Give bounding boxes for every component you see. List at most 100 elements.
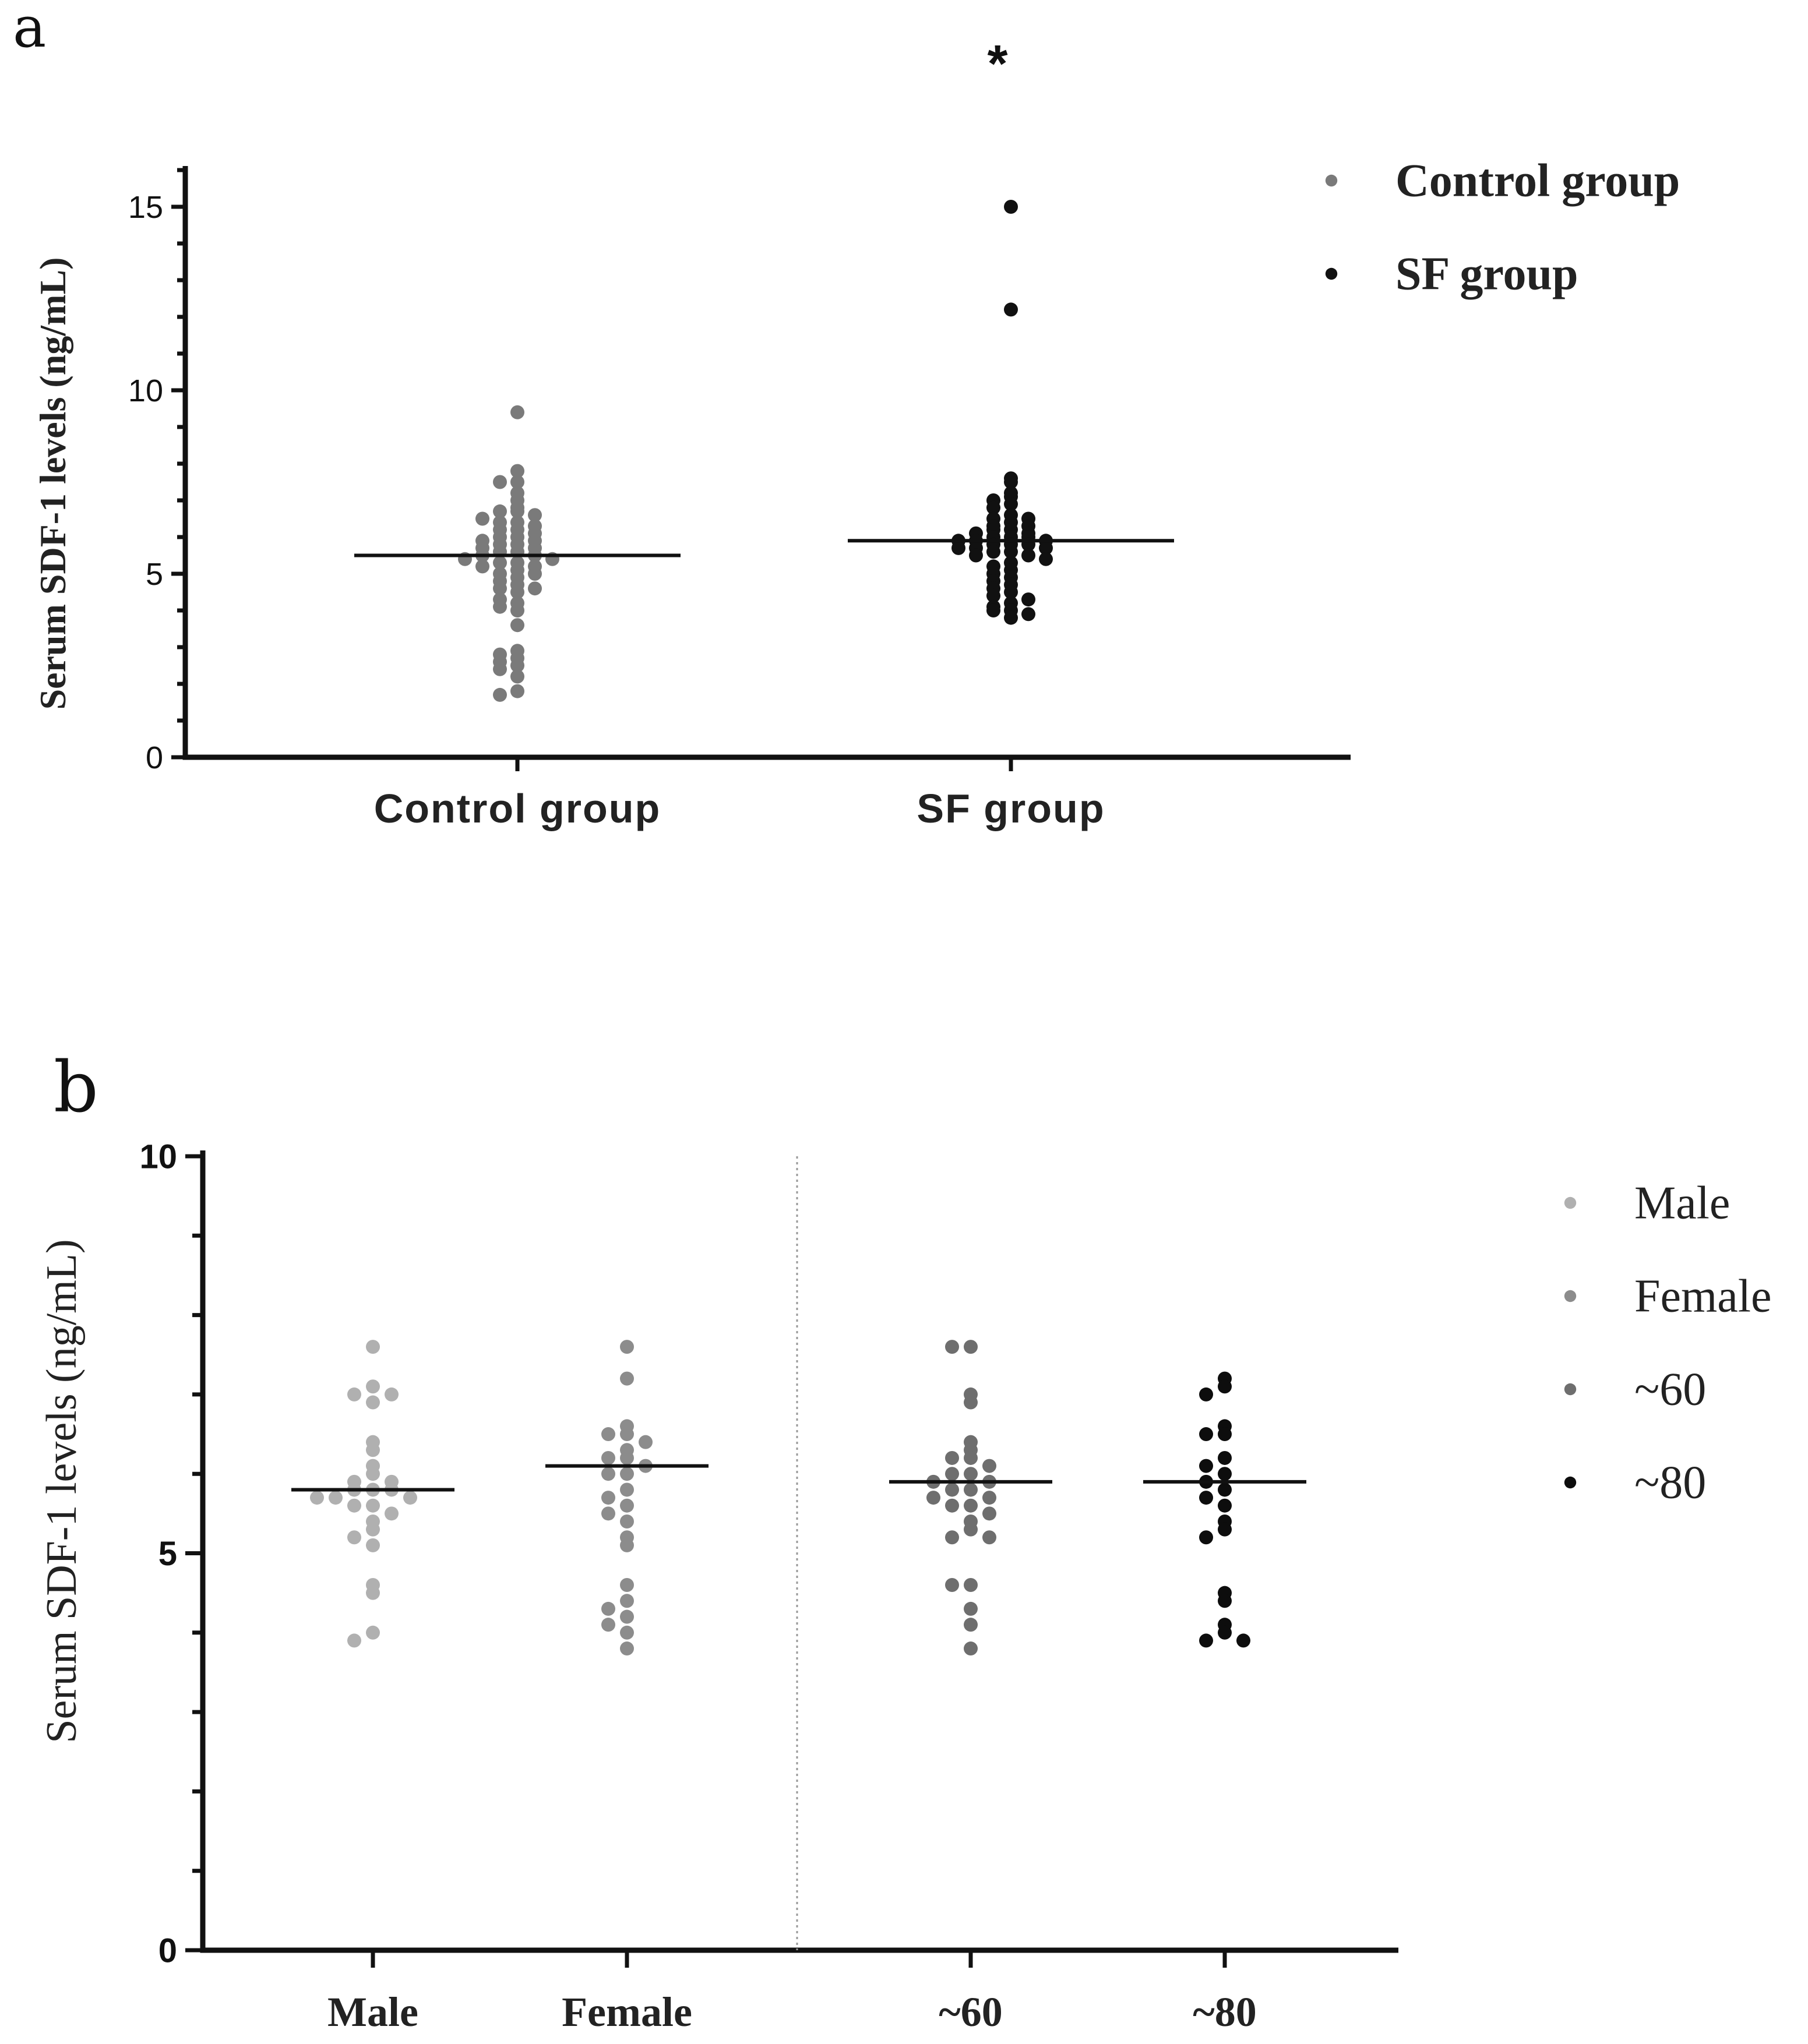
- data-point-age-80: [1218, 1498, 1232, 1513]
- data-point-male: [366, 1467, 380, 1481]
- data-point-female: [620, 1467, 634, 1481]
- legend-label-control-group: Control group: [1395, 155, 1680, 206]
- data-point-age-60: [945, 1578, 959, 1593]
- data-point-control-group: [510, 504, 524, 518]
- data-point-age-60: [945, 1450, 959, 1465]
- data-point-sf-group: [1004, 200, 1018, 214]
- data-point-male: [366, 1625, 380, 1640]
- data-point-sf-group: [1021, 592, 1035, 607]
- data-point-female: [601, 1601, 615, 1616]
- data-point-male: [403, 1491, 417, 1505]
- data-point-male: [347, 1387, 361, 1402]
- x-category-label-age-80: ~80: [1193, 1989, 1256, 2035]
- data-point-sf-group: [1004, 610, 1018, 625]
- panel-a-medians: [354, 539, 1174, 557]
- legend-label-sf-group: SF group: [1395, 248, 1578, 299]
- data-point-age-60: [964, 1578, 978, 1593]
- data-point-control-group: [493, 475, 507, 489]
- panel-b-legend: Male Female ~60 ~80: [1564, 1177, 1771, 1508]
- data-point-age-80: [1218, 1379, 1232, 1394]
- panel-a-y-axis-label: Serum SDF-1 levels (ng/mL): [32, 257, 73, 710]
- data-point-sf-group: [1004, 475, 1018, 489]
- data-point-female: [601, 1618, 615, 1632]
- legend-marker-age-60: [1564, 1383, 1577, 1396]
- data-point-female: [601, 1427, 615, 1442]
- data-point-age-80: [1218, 1467, 1232, 1481]
- panel-b-axes: 0 5 10 Male Female ~60 ~80: [139, 1138, 1398, 2035]
- data-point-control-group: [510, 684, 524, 698]
- data-point-age-60: [964, 1601, 978, 1616]
- legend-marker-female: [1564, 1290, 1577, 1302]
- data-point-male: [366, 1395, 380, 1410]
- data-point-female: [620, 1625, 634, 1640]
- data-point-control-group: [493, 662, 507, 676]
- data-point-sf-group: [986, 500, 1000, 515]
- data-point-age-80: [1218, 1450, 1232, 1465]
- data-point-control-group: [510, 585, 524, 599]
- data-point-age-80: [1199, 1530, 1213, 1545]
- data-point-control-group: [493, 581, 507, 596]
- data-point-age-80: [1218, 1522, 1232, 1537]
- data-point-female: [620, 1482, 634, 1497]
- data-point-control-group: [493, 687, 507, 702]
- y-tick-label: 0: [158, 1932, 177, 1969]
- data-point-age-80: [1218, 1482, 1232, 1497]
- data-point-female: [620, 1498, 634, 1513]
- data-point-female: [620, 1538, 634, 1552]
- data-point-age-80: [1199, 1427, 1213, 1442]
- data-point-age-60: [964, 1498, 978, 1513]
- data-point-age-80: [1218, 1594, 1232, 1608]
- data-point-age-60: [982, 1506, 996, 1521]
- data-point-female: [620, 1578, 634, 1593]
- y-tick-label: 15: [128, 190, 163, 225]
- data-point-age-60: [964, 1618, 978, 1632]
- data-point-control-group: [528, 581, 542, 596]
- data-point-age-80: [1236, 1633, 1250, 1648]
- y-tick-label: 10: [128, 373, 163, 408]
- data-point-female: [620, 1427, 634, 1442]
- data-point-male: [366, 1379, 380, 1394]
- data-point-male: [347, 1530, 361, 1545]
- data-point-age-60: [982, 1530, 996, 1545]
- data-point-female: [620, 1450, 634, 1465]
- data-point-female: [601, 1450, 615, 1465]
- panel-b-medians: [291, 1464, 1306, 1492]
- data-point-age-60: [964, 1641, 978, 1656]
- data-point-age-60: [964, 1450, 978, 1465]
- data-point-control-group: [528, 508, 542, 523]
- panel-b: b Serum SDF-1 levels (ng/mL) 0 5 10 Male Fem…: [38, 1047, 1771, 2035]
- data-point-male: [366, 1586, 380, 1600]
- data-point-control-group: [475, 559, 489, 574]
- panel-a-legend: Control group SF group: [1325, 155, 1680, 299]
- y-tick-label: 5: [146, 557, 163, 592]
- data-point-control-group: [510, 658, 524, 673]
- data-point-control-group: [510, 603, 524, 617]
- data-point-male: [366, 1340, 380, 1354]
- legend-label-female: Female: [1634, 1270, 1771, 1322]
- x-category-label-male: Male: [327, 1989, 418, 2035]
- x-category-label-sf-group: SF group: [917, 786, 1105, 831]
- data-point-control-group: [475, 511, 489, 526]
- data-point-female: [639, 1435, 653, 1449]
- data-point-age-80: [1199, 1633, 1213, 1648]
- legend-marker-male: [1564, 1196, 1577, 1209]
- y-tick-label: 10: [139, 1138, 177, 1175]
- data-point-age-80: [1218, 1427, 1232, 1442]
- y-tick-label: 5: [158, 1535, 177, 1573]
- panel-b-letter: b: [54, 1047, 98, 1128]
- data-point-female: [620, 1340, 634, 1354]
- data-point-control-group: [510, 464, 524, 478]
- data-point-sf-group: [1004, 585, 1018, 599]
- data-point-male: [347, 1633, 361, 1648]
- data-point-age-60: [945, 1530, 959, 1545]
- data-point-sf-group: [986, 603, 1000, 617]
- data-point-sf-group: [1021, 607, 1035, 622]
- panel-a-axes: 0 5 10 15 Control group SF group: [128, 166, 1351, 831]
- data-point-age-60: [982, 1491, 996, 1505]
- data-point-control-group: [510, 669, 524, 684]
- panel-b-points: [310, 1340, 1250, 1656]
- data-point-control-group: [510, 618, 524, 633]
- data-point-sf-group: [1004, 545, 1018, 559]
- x-category-label-female: Female: [562, 1989, 692, 2035]
- data-point-sf-group: [986, 588, 1000, 603]
